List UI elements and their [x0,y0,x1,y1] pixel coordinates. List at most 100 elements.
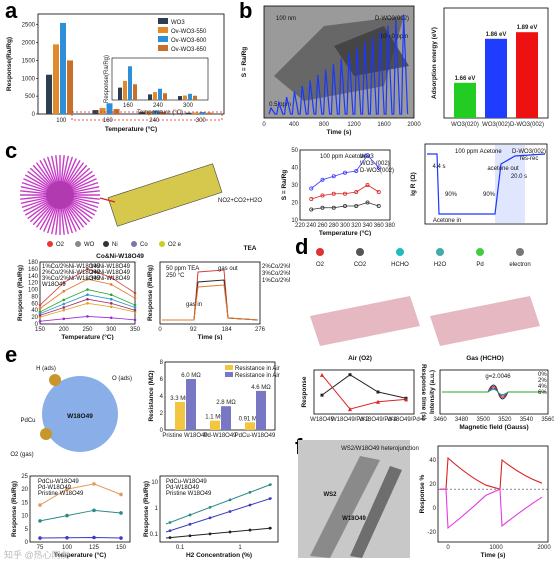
data-point [268,526,272,530]
data-point [208,516,212,520]
legend-icon [356,248,364,256]
event-label: Acetone in [433,218,461,224]
y-tick-label: 20 [31,315,38,321]
x-tick-label: 0 [262,122,266,128]
x-tick-label: 340 [362,223,373,229]
resistance-curve [427,153,546,215]
callout-box [71,111,223,121]
axes-frame [299,149,391,221]
legend-label: 4% [538,384,547,390]
y-axis-label: Response (Ra/Rg) [147,265,154,321]
y-axis-label: S = Ra/Rg [241,47,248,78]
data-point [320,177,325,182]
x-tick-label: PdCu-W18O49 [235,433,276,439]
data-point [309,197,314,202]
legend-label: 2%Co/2%Ni-W18O49 [42,270,101,276]
y-tick-label: 10 [151,480,158,486]
axes-frame [159,475,279,543]
y-tick-label: 160 [28,267,39,273]
data-point [188,513,192,517]
x-tick-label: 380 [385,223,396,229]
x-axis-label: Time (s) [327,129,352,136]
legend-label: Ov-WO3-650 [171,47,207,53]
tea-label: TEA [244,245,257,252]
x-tick-label: WO3(020) [451,122,479,128]
x-tick-label: 260 [317,223,328,229]
inset-bar [153,92,157,100]
legend-label: electron [509,262,530,268]
y-tick-label: 1 [155,506,159,512]
legend-label: 3%Ni-W18O49 [90,276,131,282]
chart-e: W18O49 H (ads) O (ads) PdCu O2 (gas) 3.3 MΩ 6.… [10,360,279,559]
ws2-label: WS2 [323,492,337,498]
legend-label: 3%Co/2%Ni-W18O49 [42,276,101,282]
legend-label: O2 e [168,242,182,248]
chart-f: WS2/W18O49 heterojunction WS2 W18O49 0 1000 2… [298,440,551,559]
x-tick-label: 92 [190,327,197,333]
x-axis-label: Time (s) [198,334,223,340]
legend-label: O2 [56,242,65,248]
x-tick-label: 100 [56,118,67,124]
x-tick-label: 0 [446,545,450,551]
legend-dot [159,241,165,247]
g-value-label: g=2.0046 [485,374,511,380]
data-point [228,530,232,534]
panel-a: a 0 500 1000 1500 2000 2500 100 160 240 300 Temper… [0,0,232,138]
core-sphere [46,181,74,209]
data-point [365,153,370,158]
data-point [376,204,381,209]
y-tick-label: 8 [160,360,164,366]
x-tick-label: 400 [289,122,300,128]
legend-label: 1%Ni-W18O49 [90,264,131,270]
legend-label: WO3-(002) [360,161,390,167]
panel-label: e [5,344,18,367]
series-line [39,483,122,506]
x-tick-label: 100 [62,545,73,551]
x-axis-label: Temperature (°C) [319,229,371,237]
y-axis-label: Response (Ra/Rg) [143,481,150,537]
panel-f: f WS2/W18O49 heterojunctionWS2W18O490100… [290,436,554,563]
y-tick-label: 10 [291,218,298,224]
legend-label: Ni [112,242,118,248]
bar [516,32,538,119]
x-tick-label: 250 [82,327,93,333]
bar [67,60,73,114]
x-tick-label: 320 [351,223,362,229]
inset-bar [183,95,187,100]
bar-value-label: 1.66 eV [455,76,476,82]
x-tick-label: WO3(002) [482,122,510,128]
legend-icon [476,248,484,256]
legend-label: O2 [316,262,325,268]
x-tick-label: 240 [306,223,317,229]
legend-label: WO3 [171,20,185,26]
x-tick-label: 280 [329,223,340,229]
panel-label: c [5,140,18,163]
response-curve [440,488,543,530]
inset-bar [148,94,152,100]
series-line [39,278,136,309]
legend-label: 2% [538,378,547,384]
bar [139,112,145,114]
x-tick-label: 125 [89,545,100,551]
series-line [39,298,136,316]
y-tick-label: 40 [31,308,38,314]
y-axis-label: Response(Ra/Rg) [6,37,13,91]
y-axis-label: Intensity (a.u.) [429,370,436,414]
legend-label: D-WO3(002) [360,168,394,174]
x-tick-label: W18O49/Pd-4 [359,417,398,423]
axes-frame [313,369,415,415]
axes-frame [424,143,548,225]
bar [206,112,213,114]
x-tick-label: 150 [116,545,127,551]
y-tick-label: 20 [21,487,28,493]
temp-label: 250 °C [166,273,185,279]
bar [221,406,231,430]
data-point [208,532,212,536]
legend-label: PdCu-W18O49 [166,479,207,485]
y-tick-label: 500 [25,94,36,100]
series-line [39,294,136,315]
x-tick-label: 0.1 [176,545,185,551]
y-tick-label: 0 [32,112,36,118]
time-label: 20.0 s [511,174,527,180]
legend-icon [396,248,404,256]
